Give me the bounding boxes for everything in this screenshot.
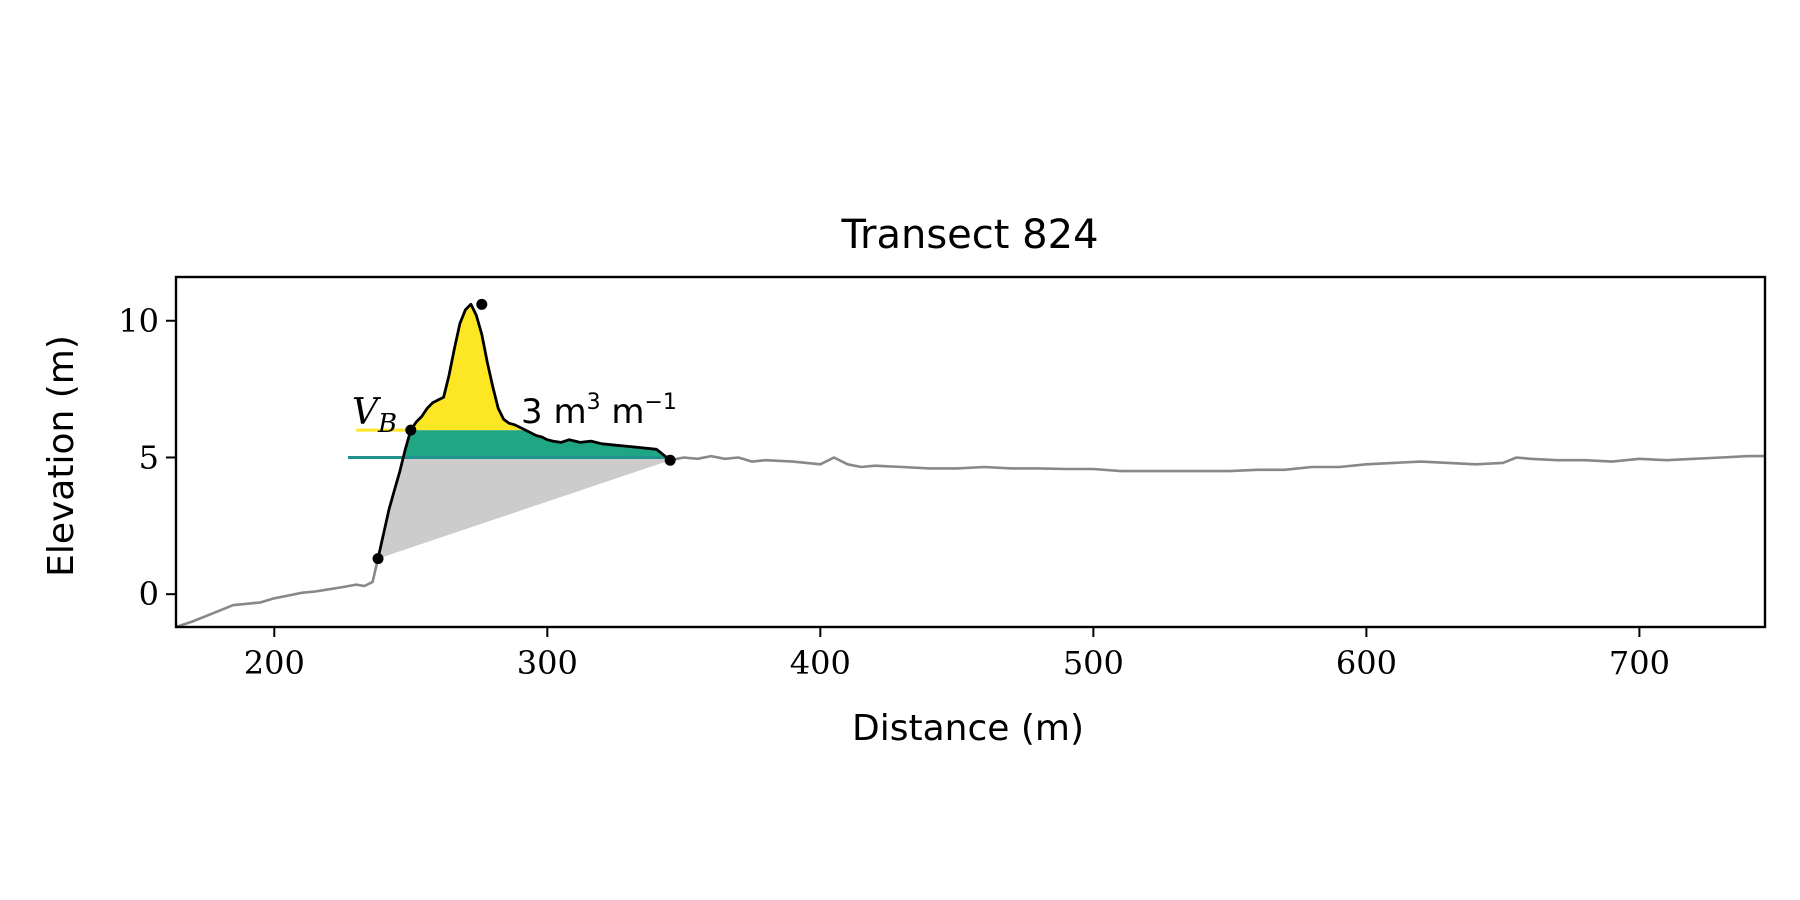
level-lines [348,428,671,459]
dune-toe-point [372,553,384,565]
base-volume-fill [378,457,671,559]
x-tick-label: 200 [244,644,305,682]
annotation-value: 3 m3 m−1 [521,390,677,432]
annotation-unit-mid: m [601,392,645,432]
annotation-v: V [352,392,382,433]
x-tick-label: 600 [1336,644,1397,682]
plot-area [175,298,1765,629]
annotation-exp1: 3 [587,390,601,415]
annotation-exp2: −1 [645,390,677,415]
y-axis-ticks: 0 5 10 [118,302,176,613]
dune-crest-point [476,298,488,310]
annotation-subscript: B [377,409,397,439]
x-tick-label: 300 [517,644,578,682]
landward-profile-line [669,454,1765,473]
volume-annotation: VB 3 m3 m−1 [352,390,677,439]
profile-lines [175,302,1765,629]
y-tick-label: 10 [118,302,159,340]
seaward-profile-line [175,558,380,629]
y-tick-label: 0 [139,575,159,613]
x-tick-label: 700 [1609,644,1670,682]
volume-fills [378,304,671,559]
chart-title: Transect 824 [840,212,1098,258]
middle-volume-fill [403,430,667,458]
x-tick-label: 400 [790,644,851,682]
x-tick-label: 500 [1063,644,1124,682]
dune-profile-line [376,302,672,559]
y-axis-label: Elevation (m) [41,335,82,577]
level-crossing-point [405,424,417,436]
annotation-value-text: 3 m [521,392,587,432]
y-tick-label: 5 [139,438,159,476]
annotation-symbol: VB [352,392,397,439]
x-axis-ticks: 200 300 400 500 600 700 [244,627,1670,682]
x-axis-label: Distance (m) [852,708,1084,749]
upper-volume-fill [410,304,526,431]
key-points [372,298,676,565]
plot-frame [174,275,1767,629]
dune-heel-point [664,454,676,466]
